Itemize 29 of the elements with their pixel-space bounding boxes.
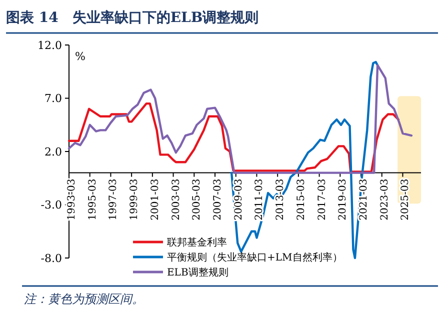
y-tick-label: 12.0 (38, 38, 62, 52)
x-tick-label: 2021-03 (358, 178, 370, 220)
x-tick-label: 2007-03 (212, 178, 224, 220)
chart-title: 图表 14 失业率缺口下的ELB调整规则 (6, 9, 259, 26)
x-tick-label: 2015-03 (296, 178, 307, 220)
legend-label: ELB调整规则 (167, 266, 228, 278)
x-tick-label: 2011-03 (254, 178, 266, 220)
x-tick-label: 2023-03 (379, 178, 390, 220)
x-tick-label: 1999-03 (129, 178, 140, 220)
x-tick-label: 2019-03 (338, 178, 349, 220)
line-series (68, 102, 400, 173)
x-tick-label: 2001-03 (150, 178, 161, 220)
x-tick-label: 2005-03 (192, 178, 203, 220)
x-tick-label: 2017-03 (316, 178, 328, 220)
x-tick-label: 2003-03 (170, 178, 182, 220)
x-tick-label: 2025-03 (400, 178, 412, 220)
y-tick-label: -8.0 (40, 252, 62, 265)
x-tick-label: 1995-03 (87, 178, 98, 220)
y-tick-label: 7.0 (44, 92, 62, 106)
legend-label: 联邦基金利率 (167, 236, 227, 248)
text: 注：黄色为预测区间。 (24, 292, 144, 306)
y-tick-label: 2.0 (44, 145, 62, 158)
x-tick-label: 2013-03 (275, 178, 286, 220)
line-series (68, 64, 413, 174)
x-tick-label: 1997-03 (108, 178, 120, 220)
x-tick-label: 2009-03 (233, 178, 244, 220)
y-tick-label: -3.0 (40, 198, 62, 212)
legend-label: 平衡规则（失业率缺口+LM自然利率） (167, 252, 342, 264)
y-axis-title: % (75, 50, 86, 63)
